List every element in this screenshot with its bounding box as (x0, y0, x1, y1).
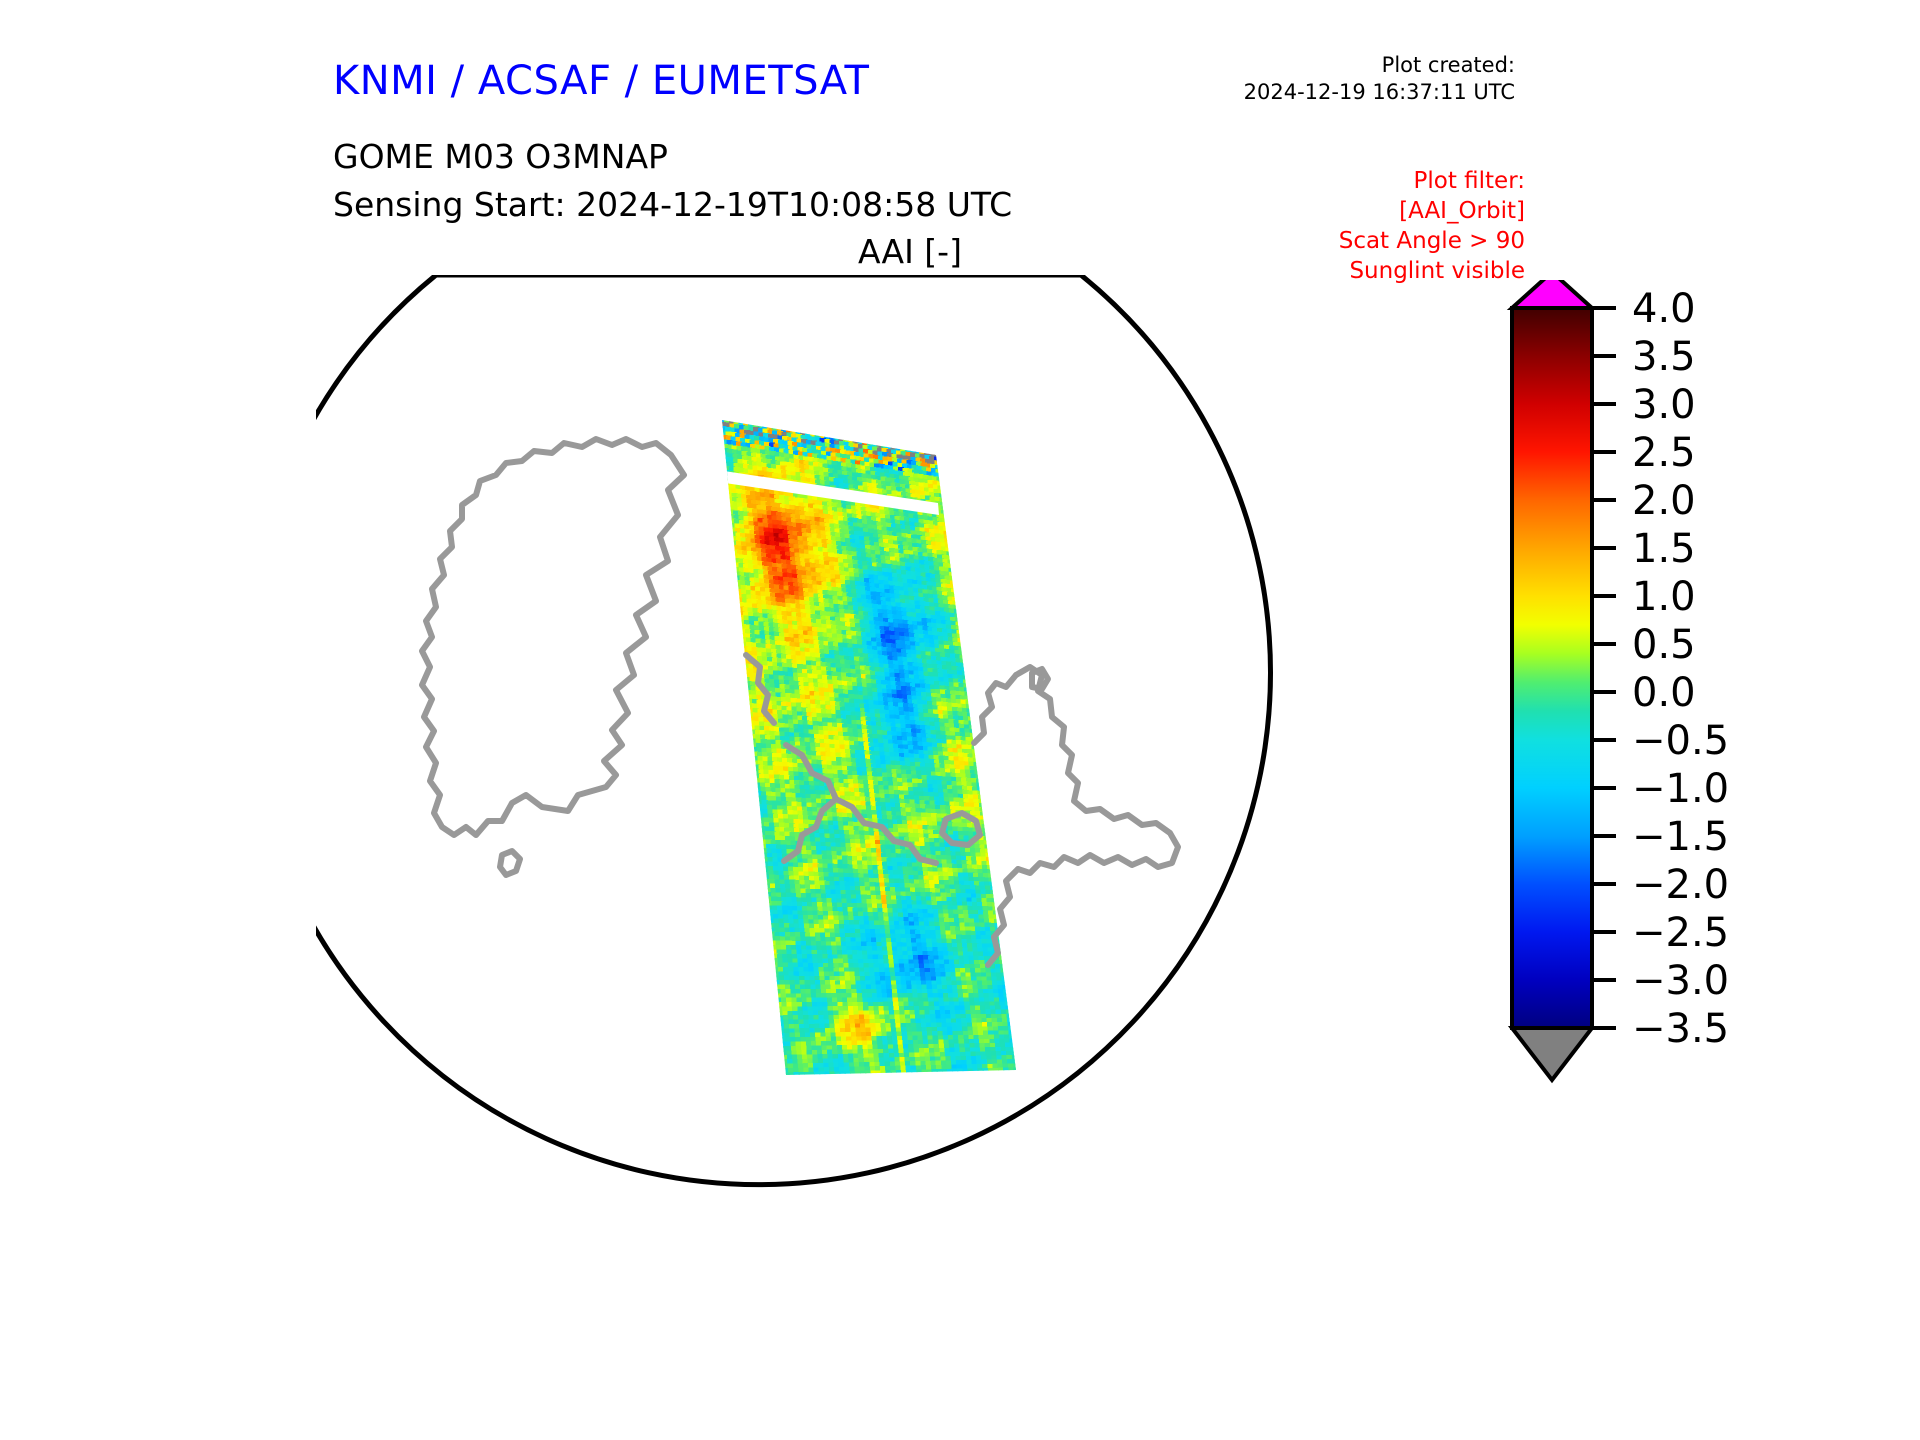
colorbar-tick-label: −3.5 (1632, 1006, 1729, 1052)
dataset-title: GOME M03 O3MNAP (333, 137, 668, 176)
plot-filter-line-2: Scat Angle > 90 (1338, 227, 1525, 254)
colorbar-tick-label: 2.5 (1632, 430, 1696, 476)
colorbar-tick-label: 0.5 (1632, 622, 1696, 668)
colorbar-tick-label: 1.5 (1632, 526, 1696, 572)
map-outline (316, 275, 1273, 1188)
colorbar-panel[interactable]: 4.0 3.5 3.0 2.5 2.0 1.5 1.0 0.5 0.0 −0.5 −1.0 −1.5−… (1500, 280, 1830, 1090)
colorbar-ticks: 4.03.53.02.52.01.51.00.50.0−0.5−1.0−1.5−… (1592, 286, 1729, 1052)
colorbar-tick-label: −3.0 (1632, 958, 1729, 1004)
colorbar-tick-label: −1.0 (1632, 766, 1729, 812)
colorbar-tick-label: 3.0 (1632, 382, 1696, 428)
colorbar-tick-label: 1.0 (1632, 574, 1696, 620)
plot-filter-label: Plot filter: (1413, 168, 1525, 194)
plot-created-label: Plot created: (1381, 53, 1515, 77)
variable-title: AAI [-] (858, 232, 962, 271)
colorbar-under-arrow (1507, 1026, 1597, 1084)
colorbar-gradient-bar (1510, 306, 1594, 1030)
swath-data-gap (724, 471, 939, 515)
swath-data-layer (722, 420, 1016, 1075)
colorbar-tick-label: 3.5 (1632, 334, 1696, 380)
plot-created-time: 2024-12-19 16:37:11 UTC (1243, 79, 1515, 104)
colorbar[interactable]: 4.03.53.02.52.01.51.00.50.0−0.5−1.0−1.5−… (1500, 280, 1830, 1090)
coastlines-layer (419, 436, 1181, 968)
plot-created-block: Plot created: 2024-12-19 16:37:11 UTC (1244, 52, 1515, 106)
colorbar-tick-label: 0.0 (1632, 670, 1696, 716)
colorbar-tick-label: 2.0 (1632, 478, 1696, 524)
sensing-start-label: Sensing Start: 2024-12-19T10:08:58 UTC (333, 185, 1013, 224)
organisation-header: KNMI / ACSAF / EUMETSAT (333, 58, 870, 104)
colorbar-tick-label: 4.0 (1632, 286, 1696, 332)
plot-filter-block: Plot filter: [AAI_Orbit] Scat Angle > 90… (1339, 167, 1525, 287)
colorbar-over-arrow (1506, 280, 1598, 310)
plot-filter-line-3: Sunglint visible (1349, 257, 1525, 284)
colorbar-tick-label: −1.5 (1632, 814, 1729, 860)
colorbar-tick-label: −0.5 (1632, 718, 1729, 764)
map-panel[interactable] (316, 275, 1456, 1305)
colorbar-tick-label: −2.0 (1632, 862, 1729, 908)
colorbar-tick-label: −2.5 (1632, 910, 1729, 956)
plot-filter-line-1: [AAI_Orbit] (1399, 197, 1525, 224)
map-plot[interactable] (316, 275, 1456, 1305)
